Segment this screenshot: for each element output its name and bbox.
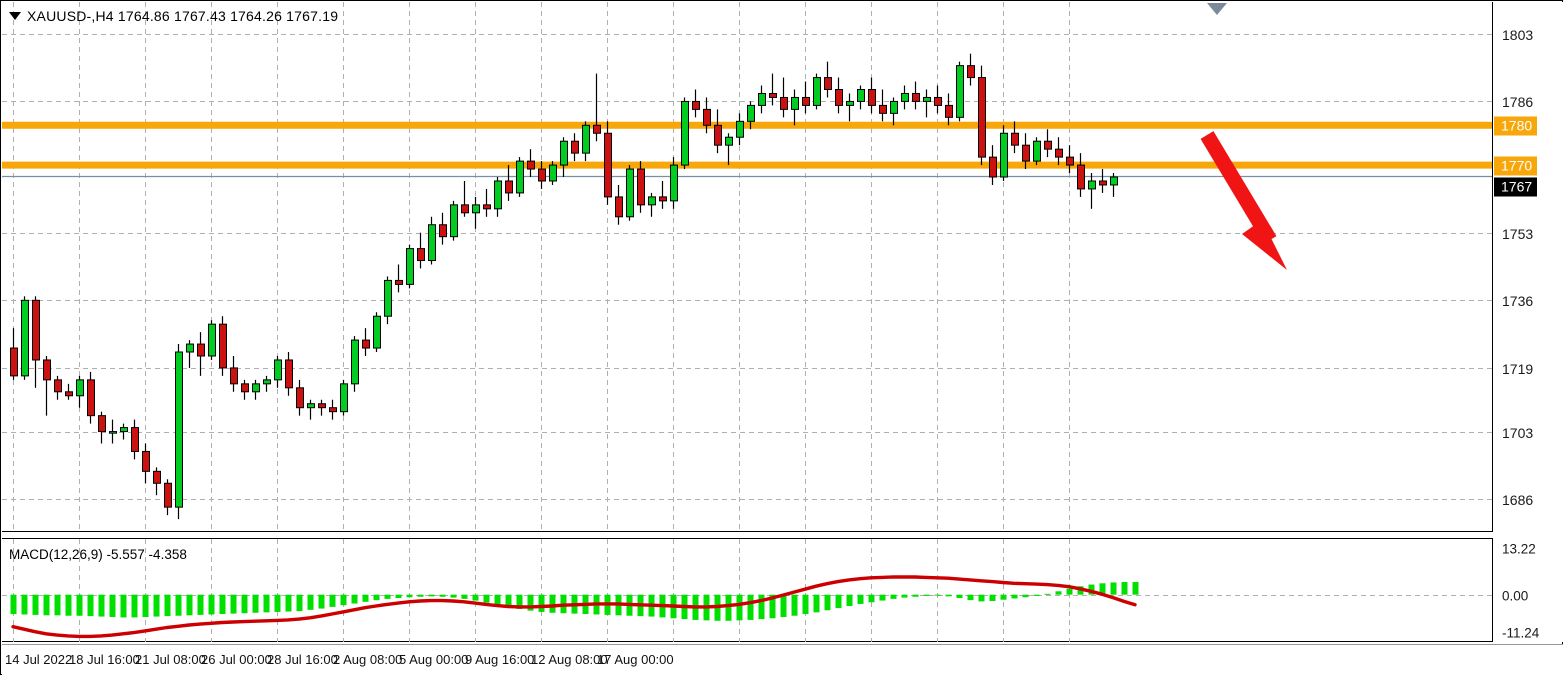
time-axis[interactable]: 14 Jul 2022 18 Jul 16:00 21 Jul 08:00 26 Ju… bbox=[2, 644, 1563, 676]
price-axis-label: 1803 bbox=[1502, 26, 1534, 43]
time-axis-label: 18 Jul 16:00 bbox=[69, 652, 140, 667]
macd-label: MACD(12,26,9) -5.557 -4.358 bbox=[9, 547, 187, 562]
time-axis-label: 2 Aug 08:00 bbox=[333, 652, 403, 667]
time-axis-label: 26 Jul 00:00 bbox=[201, 652, 272, 667]
price-axis[interactable]: 1803 1786 1753 1736 1719 1703 1686 1780 1770 1767… bbox=[1494, 2, 1563, 642]
chart-top-marker-icon bbox=[1207, 3, 1227, 15]
macd-canvas[interactable] bbox=[2, 539, 1492, 642]
time-axis-label: 12 Aug 08:00 bbox=[531, 652, 608, 667]
triangle-down-icon[interactable] bbox=[9, 12, 21, 21]
time-axis-label: 9 Aug 16:00 bbox=[465, 652, 535, 667]
chart-header: XAUUSD-,H4 1764.86 1767.43 1764.26 1767.… bbox=[9, 8, 338, 24]
price-axis-label: 1786 bbox=[1502, 94, 1534, 111]
price-level-badge[interactable]: 1780 bbox=[1494, 116, 1538, 136]
time-axis-label: 5 Aug 00:00 bbox=[399, 652, 469, 667]
macd-axis-label: 0.00 bbox=[1502, 588, 1529, 604]
price-level-badge[interactable]: 1770 bbox=[1494, 156, 1538, 176]
price-axis-label: 1686 bbox=[1502, 492, 1534, 509]
price-chart-canvas[interactable] bbox=[2, 2, 1492, 531]
macd-axis-label: 13.22 bbox=[1502, 541, 1536, 557]
macd-axis-label: -11.24 bbox=[1502, 625, 1540, 641]
symbol-ohlc-text: XAUUSD-,H4 1764.86 1767.43 1764.26 1767.… bbox=[27, 8, 339, 24]
price-axis-label: 1736 bbox=[1502, 293, 1534, 310]
time-axis-label: 17 Aug 00:00 bbox=[597, 652, 674, 667]
time-axis-label: 21 Jul 08:00 bbox=[135, 652, 206, 667]
price-axis-label: 1703 bbox=[1502, 424, 1534, 441]
price-chart-panel[interactable]: XAUUSD-,H4 1764.86 1767.43 1764.26 1767.… bbox=[2, 2, 1493, 532]
macd-indicator-panel[interactable]: MACD(12,26,9) -5.557 -4.358 bbox=[2, 538, 1493, 642]
down-trend-arrow bbox=[1200, 131, 1287, 270]
price-axis-label: 1719 bbox=[1502, 360, 1534, 377]
time-axis-label: 28 Jul 16:00 bbox=[267, 652, 338, 667]
time-axis-label: 14 Jul 2022 bbox=[5, 652, 73, 667]
current-price-badge: 1767 bbox=[1494, 177, 1538, 197]
price-axis-label: 1753 bbox=[1502, 225, 1534, 242]
